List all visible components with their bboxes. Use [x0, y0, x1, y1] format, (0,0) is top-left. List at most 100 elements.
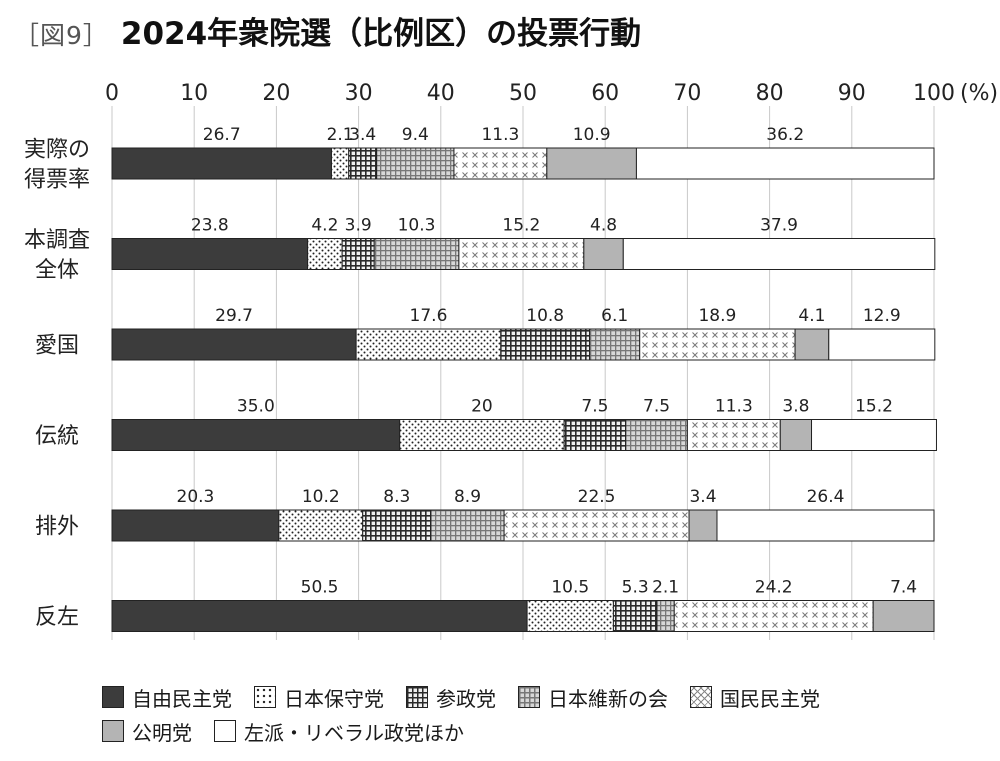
figure-number: ［図9］ [14, 21, 109, 50]
bar-segment [673, 600, 874, 632]
legend-item: 国民民主党 [690, 683, 820, 712]
x-tick-label: 50 [509, 81, 537, 106]
bar-segment [111, 147, 332, 180]
data-label: 3.8 [782, 397, 809, 417]
x-tick-label: 100 [913, 81, 955, 106]
legend-item: 日本保守党 [254, 683, 384, 712]
legend-item: 自由民主党 [102, 683, 232, 712]
bar-segment [546, 147, 637, 180]
bar-segment [399, 419, 565, 451]
category-label: 反左 [35, 605, 79, 630]
data-label: 10.8 [526, 306, 564, 326]
data-label: 4.1 [798, 306, 825, 326]
data-label: 26.7 [203, 125, 241, 145]
x-tick-label: 70 [673, 81, 701, 106]
x-tick-label: 30 [345, 81, 373, 106]
bar-segment [376, 147, 455, 180]
x-tick-label: 20 [262, 81, 290, 106]
bar-segment [716, 509, 935, 542]
data-label: 29.7 [215, 306, 253, 326]
data-label: 2.1 [327, 125, 354, 145]
category-label: 全体 [35, 258, 79, 283]
legend-swatch [690, 686, 712, 708]
bar-segment [430, 509, 505, 542]
bars [111, 147, 937, 632]
data-label: 22.5 [578, 487, 616, 507]
bar-segment [612, 600, 658, 632]
bar-segment [503, 509, 690, 542]
legend-swatch [102, 720, 124, 742]
data-label: 26.4 [807, 487, 845, 507]
bar-segment [635, 147, 935, 180]
bar-segment [872, 600, 935, 632]
bar-segment [500, 328, 591, 361]
bar-segment [458, 238, 585, 270]
bar-segment [341, 238, 375, 270]
bar-segment [373, 238, 460, 270]
data-label: 23.8 [191, 216, 229, 236]
gridlines [111, 106, 935, 640]
data-label: 10.9 [573, 125, 611, 145]
legend-item: 参政党 [406, 683, 496, 712]
x-tick-label: 40 [427, 81, 455, 106]
bar-segment [348, 147, 378, 180]
category-label: 本調査 [24, 228, 90, 253]
bar-segment [688, 509, 718, 542]
bar-segment [656, 600, 675, 632]
data-label: 5.3 [622, 578, 649, 598]
data-label: 9.4 [402, 125, 429, 145]
data-label: 7.5 [581, 397, 608, 417]
x-tick-label: 80 [756, 81, 784, 106]
data-label: 20.3 [177, 487, 215, 507]
bar-segment [563, 419, 627, 451]
data-label: 15.2 [855, 397, 893, 417]
legend-label: 日本保守党 [284, 686, 384, 711]
x-tick-label: 90 [838, 81, 866, 106]
data-label: 11.3 [481, 125, 519, 145]
bar-segment [622, 238, 936, 270]
legend-swatch [214, 720, 236, 742]
legend-label: 国民民主党 [720, 686, 820, 711]
value-labels: 26.7 2.13.4 9.4 11.3 10.9 36.223.8 4.2 3.9 10.3 1… [177, 125, 918, 598]
bar-segment [111, 238, 309, 270]
legend-label: 左派・リベラル政党ほか [244, 720, 464, 745]
bar-segment [625, 419, 688, 451]
legend-swatch [102, 686, 124, 708]
legend-label: 日本維新の会 [548, 686, 668, 711]
bar-segment [453, 147, 548, 180]
data-label: 15.2 [502, 216, 540, 236]
category-label: 実際の [24, 138, 90, 163]
data-label: 37.9 [760, 216, 798, 236]
data-label: 10.2 [302, 487, 340, 507]
bar-segment [583, 238, 624, 270]
category-label: 得票率 [24, 168, 90, 193]
bar-segment [811, 419, 937, 451]
x-axis-ticks: 0 10 20 30 40 50 60 70 80 90 100 (%) [105, 81, 998, 106]
bar-segment [589, 328, 641, 361]
legend-row: 自由民主党 日本保守党 参政党 日本維新の会 国民民主党 [102, 680, 962, 714]
bar-segment [779, 419, 813, 451]
bar-segment [111, 509, 280, 542]
data-label: 36.2 [766, 125, 804, 145]
bar-segment [111, 600, 528, 632]
bar-segment [639, 328, 796, 361]
data-label: 3.4 [689, 487, 716, 507]
data-label: 6.1 [601, 306, 628, 326]
legend-label: 公明党 [132, 720, 192, 745]
data-label: 11.3 [715, 397, 753, 417]
data-label: 2.1 [652, 578, 679, 598]
x-axis-unit: (%) [960, 81, 998, 106]
data-label: 10.5 [551, 578, 589, 598]
x-tick-label: 60 [591, 81, 619, 106]
legend-item: 公明党 [102, 717, 192, 746]
bar-segment [307, 238, 343, 270]
category-label: 排外 [35, 515, 79, 540]
data-label: 4.8 [590, 216, 617, 236]
legend-row: 公明党 左派・リベラル政党ほか [102, 714, 962, 748]
legend-swatch [406, 686, 428, 708]
category-label: 伝統 [35, 424, 79, 449]
data-label: 10.3 [398, 216, 436, 236]
bar-segment [526, 600, 614, 632]
bar-segment [355, 328, 502, 361]
